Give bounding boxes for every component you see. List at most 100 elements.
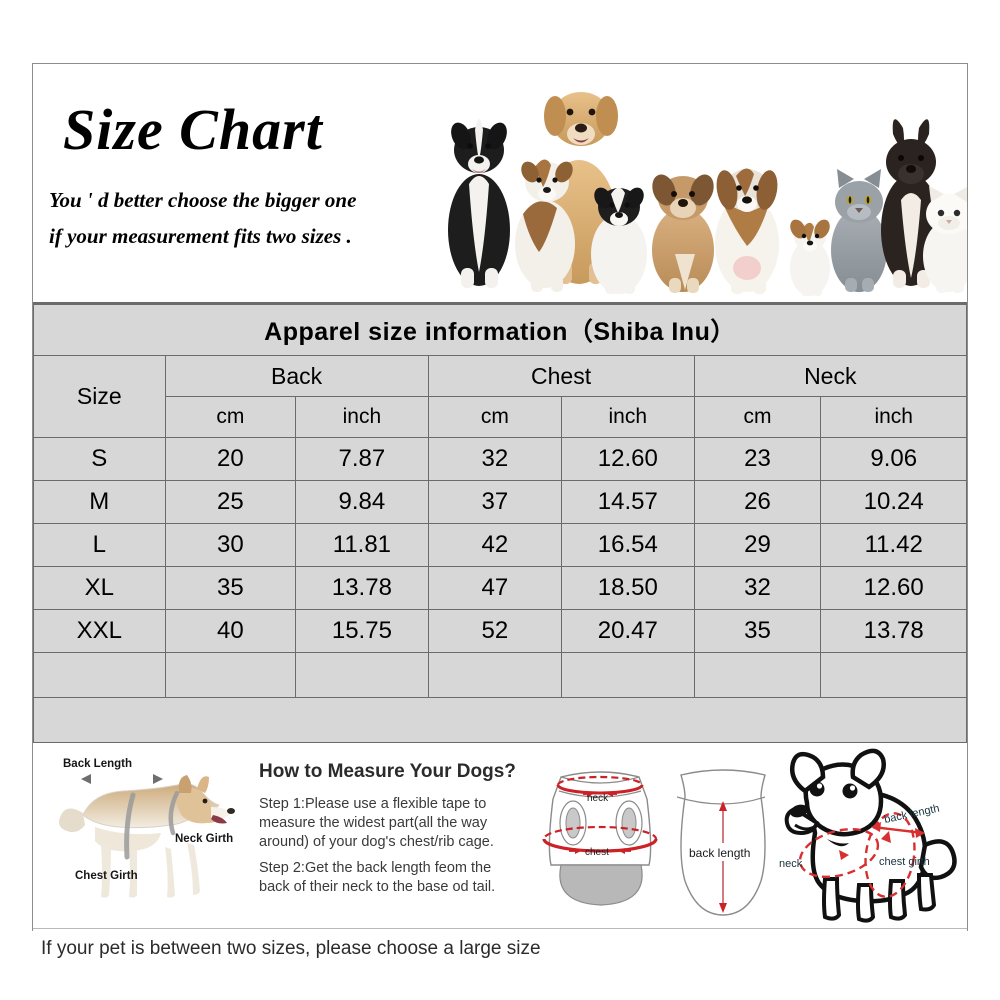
pet-white-cat: [923, 186, 967, 293]
table-row: XL 35 13.78 47 18.50 32 12.60: [33, 566, 967, 610]
cell-neck-cm: 35: [693, 609, 822, 653]
banner: Size Chart You ' d better choose the big…: [33, 64, 967, 302]
cell-neck-in: 10.24: [820, 480, 967, 524]
cell-size: M: [33, 480, 166, 524]
cell-neck-cm: 23: [693, 437, 822, 481]
back-length-arrow: [81, 774, 163, 784]
blank-cell: [295, 652, 429, 698]
column-group-neck: Neck: [693, 355, 968, 397]
garment-back-view: back length: [676, 769, 766, 916]
cell-chest-cm: 47: [427, 566, 563, 610]
column-group-back: Back: [164, 355, 429, 397]
cell-back-cm: 30: [164, 523, 297, 567]
blank-cell: [164, 652, 297, 698]
cell-back-cm: 40: [164, 609, 297, 653]
table-group-header-row: Size Back Chest Neck: [33, 355, 968, 438]
table-row: S 20 7.87 32 12.60 23 9.06: [33, 437, 967, 481]
label-neck-girth: Neck Girth: [175, 833, 233, 845]
bottom-note-bar: If your pet is between two sizes, please…: [33, 928, 967, 971]
label-garment-chest: chest: [585, 847, 609, 858]
cell-neck-cm: 29: [693, 523, 822, 567]
cell-chest-in: 20.47: [561, 609, 695, 653]
cell-neck-in: 13.78: [820, 609, 967, 653]
cell-chest-in: 16.54: [561, 523, 695, 567]
cell-back-cm: 20: [164, 437, 297, 481]
dog-measure-illustration: Back Length Neck Girth Chest Girth: [59, 758, 235, 898]
cell-back-in: 15.75: [295, 609, 429, 653]
cell-neck-in: 9.06: [820, 437, 967, 481]
cell-chest-in: 12.60: [561, 437, 695, 481]
column-group-chest: Chest: [427, 355, 695, 397]
measure-panel: Back Length Neck Girth Chest Girth How t…: [33, 743, 967, 971]
column-header-back-inch: inch: [295, 396, 429, 438]
cell-size: XXL: [33, 609, 166, 653]
table-blank-row: [33, 652, 967, 698]
table-title-row: Apparel size information（Shiba Inu）: [33, 304, 967, 356]
cell-chest-cm: 42: [427, 523, 563, 567]
cell-chest-in: 14.57: [561, 480, 695, 524]
blank-wide-cell: [33, 697, 967, 743]
cell-chest-cm: 52: [427, 609, 563, 653]
cell-size: S: [33, 437, 166, 481]
pets-photo: [448, 92, 967, 296]
banner-subtitle-line2: if your measurement fits two sizes .: [49, 224, 352, 248]
cell-size: XL: [33, 566, 166, 610]
pet-grey-cat: [831, 169, 887, 292]
pet-jack-russell-black: [591, 187, 647, 294]
measure-step-2: Step 2:Get the back length feom the back…: [259, 860, 496, 895]
cell-back-cm: 35: [164, 566, 297, 610]
column-header-neck-inch: inch: [820, 396, 967, 438]
cell-back-in: 7.87: [295, 437, 429, 481]
garment-front-view: neck chest: [542, 771, 658, 906]
column-header-neck-cm: cm: [693, 396, 822, 438]
cell-neck-in: 11.42: [820, 523, 967, 567]
label-puppy-chest-girth: chest girth: [879, 856, 930, 868]
blank-cell: [33, 652, 166, 698]
pet-border-collie: [448, 119, 510, 288]
blank-cell: [561, 652, 695, 698]
column-header-size: Size: [33, 355, 166, 438]
banner-subtitle-line1: You ' d better choose the bigger one: [49, 188, 357, 212]
label-garment-back-length: back length: [689, 846, 750, 860]
size-table-wrap: Apparel size information（Shiba Inu） Size…: [33, 302, 968, 743]
blank-cell: [693, 652, 822, 698]
blank-cell: [427, 652, 563, 698]
label-garment-neck: neck: [587, 793, 609, 804]
banner-subtitle: You ' d better choose the bigger one if …: [49, 182, 356, 254]
puppy-measure-illustration: neck back length chest girth: [779, 748, 957, 923]
table-row: M 25 9.84 37 14.57 26 10.24: [33, 480, 967, 524]
garment-diagrams: neck chest back length: [542, 769, 766, 916]
cell-size: L: [33, 523, 166, 567]
cell-back-in: 13.78: [295, 566, 429, 610]
pet-chihuahua: [790, 219, 830, 296]
table-unit-header-row: cm inch cm inch cm inch: [34, 396, 967, 438]
pet-pekingese: [652, 174, 714, 293]
table-title: Apparel size information（Shiba Inu）: [33, 304, 967, 356]
cell-back-in: 9.84: [295, 480, 429, 524]
size-chart-frame: Size Chart You ' d better choose the big…: [32, 63, 968, 971]
measure-heading: How to Measure Your Dogs?: [259, 761, 516, 782]
size-table: Apparel size information（Shiba Inu） Size…: [33, 304, 968, 743]
cell-back-cm: 25: [164, 480, 297, 524]
cell-back-in: 11.81: [295, 523, 429, 567]
table-blank-wide-row: [33, 697, 967, 743]
column-header-chest-cm: cm: [427, 396, 563, 438]
table-row: XXL 40 15.75 52 20.47 35 13.78: [33, 609, 967, 653]
label-puppy-neck: neck: [779, 858, 803, 870]
measure-step-1: Step 1:Please use a flexible tape to mea…: [259, 796, 494, 850]
column-header-chest-inch: inch: [561, 396, 695, 438]
cell-neck-cm: 32: [693, 566, 822, 610]
table-row: L 30 11.81 42 16.54 29 11.42: [33, 523, 967, 567]
pet-jack-russell-brown: [515, 159, 575, 292]
blank-cell: [820, 652, 967, 698]
cell-chest-cm: 37: [427, 480, 563, 524]
cell-chest-in: 18.50: [561, 566, 695, 610]
cell-chest-cm: 32: [427, 437, 563, 481]
bottom-note: If your pet is between two sizes, please…: [41, 938, 541, 959]
page-title: Size Chart: [63, 97, 323, 162]
column-header-back-cm: cm: [164, 396, 297, 438]
label-back-length: Back Length: [63, 758, 132, 770]
pet-beagle: [715, 168, 779, 294]
label-chest-girth: Chest Girth: [75, 870, 138, 882]
cell-neck-in: 12.60: [820, 566, 967, 610]
